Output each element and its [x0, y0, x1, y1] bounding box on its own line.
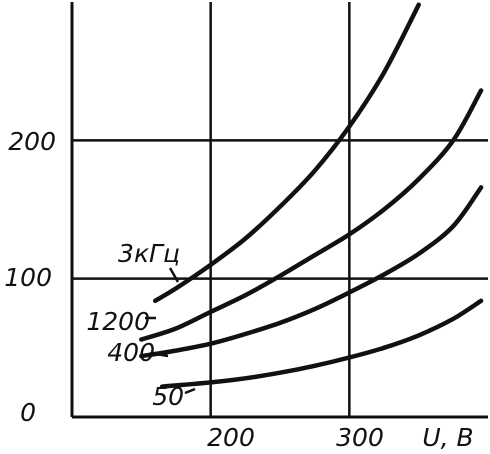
series-label-1: 1200 [86, 307, 150, 336]
series-label-2: 400 [107, 338, 155, 367]
y-tick-label-200: 200 [8, 127, 56, 156]
series-label-0: 3кГц [118, 239, 180, 268]
x-tick-label-300: 300 [336, 423, 384, 452]
series-leader-3 [184, 387, 196, 395]
axes [70, 2, 488, 419]
series-line-0 [152, 2, 421, 304]
y-tick-label-0: 0 [20, 398, 36, 427]
series-leader-2 [149, 351, 169, 358]
series-lines [139, 2, 484, 389]
series-leader-0 [168, 267, 180, 283]
series-line-2 [139, 185, 484, 359]
grid [72, 2, 488, 417]
y-tick-label-100: 100 [4, 263, 52, 292]
x-tick-label-200: 200 [207, 423, 255, 452]
series-line-3 [159, 298, 484, 389]
series-line-1 [139, 88, 484, 342]
x-axis-label: U, B [422, 423, 473, 452]
series-label-3: 50 [152, 382, 184, 411]
tick-labels: 0 100 200 200 300 U, B [4, 127, 473, 452]
